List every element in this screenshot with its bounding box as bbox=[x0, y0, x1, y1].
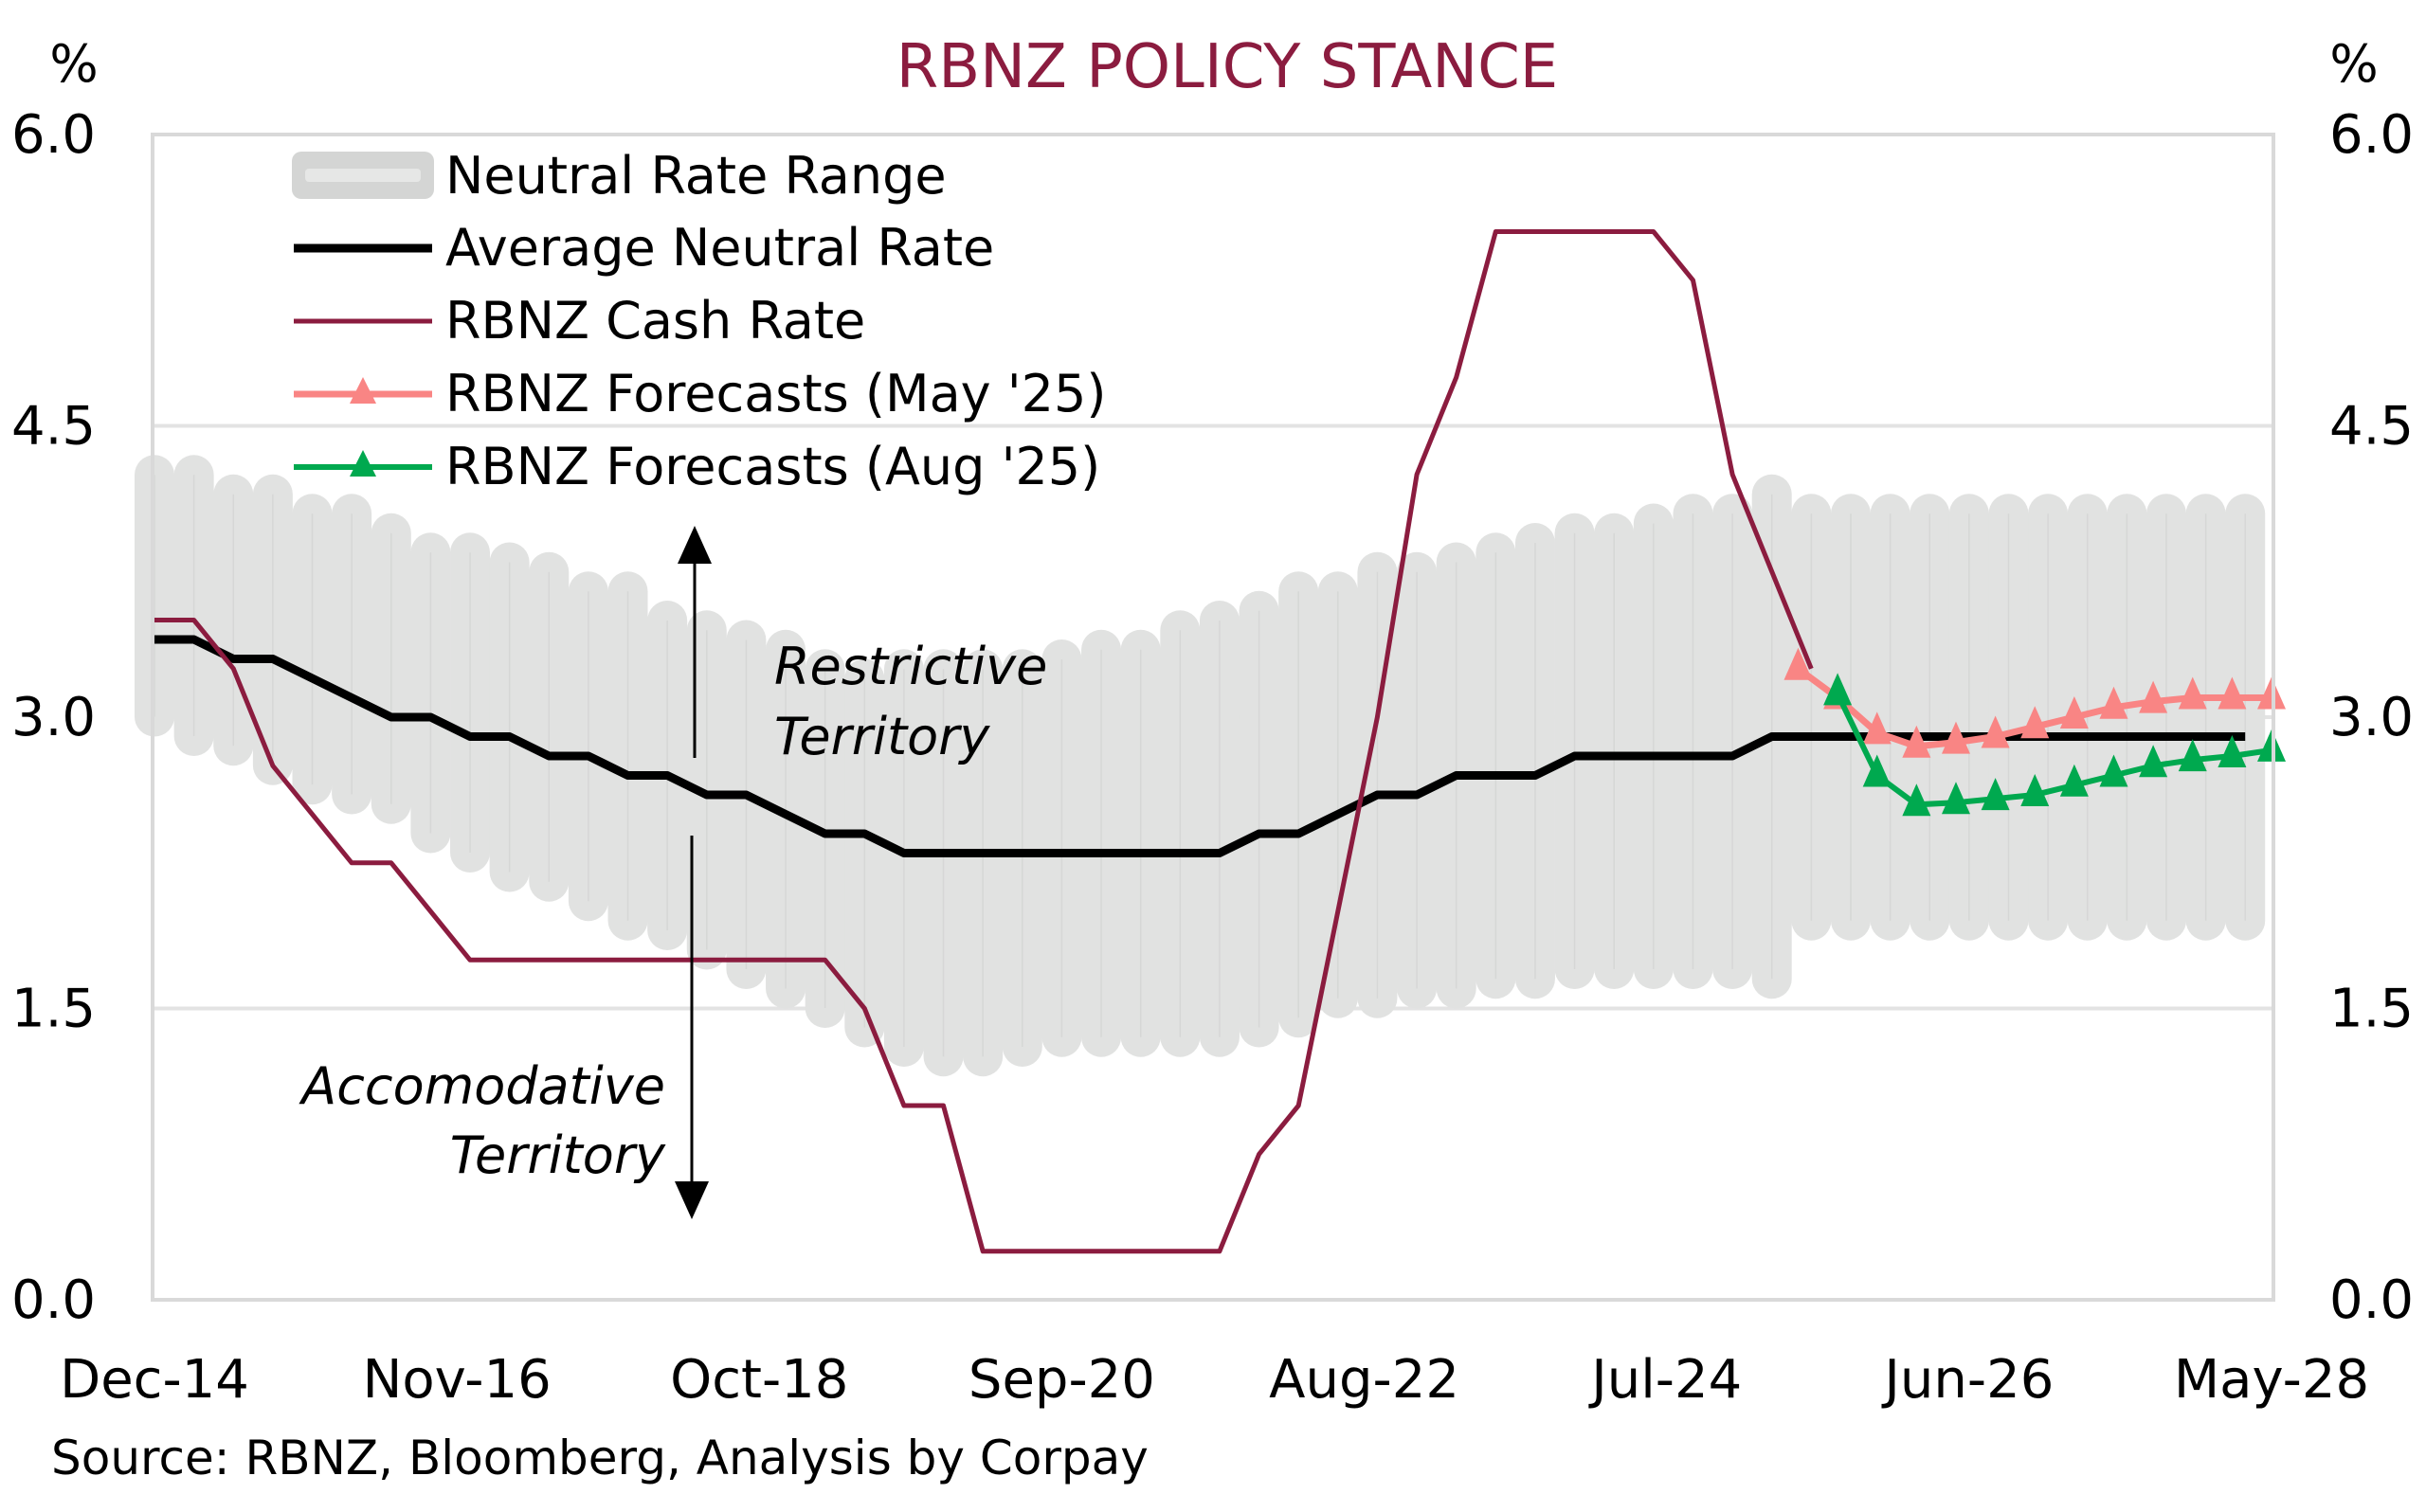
legend-label: Neutral Rate Range bbox=[445, 146, 947, 206]
may-forecast-marker bbox=[2059, 696, 2089, 729]
may-forecast-marker bbox=[2139, 680, 2168, 713]
legend-label: RBNZ Forecasts (Aug '25) bbox=[445, 437, 1100, 496]
legend-item-may-forecast: RBNZ Forecasts (May '25) bbox=[294, 364, 1106, 423]
aug-forecast-marker bbox=[2020, 774, 2050, 806]
y-axis-unit-left: % bbox=[49, 34, 98, 94]
may-forecast-marker bbox=[1981, 715, 2010, 748]
accommodative-label-line2: Territory bbox=[450, 1125, 666, 1185]
y-tick-label-right: 6.0 bbox=[2329, 104, 2414, 166]
legend-label: RBNZ Forecasts (May '25) bbox=[445, 364, 1106, 423]
x-tick-label: Sep-20 bbox=[969, 1349, 1155, 1411]
x-tick-label: Jul-24 bbox=[1588, 1349, 1742, 1411]
legend-item-aug-forecast: RBNZ Forecasts (Aug '25) bbox=[294, 437, 1100, 496]
aug-forecast-marker bbox=[1823, 673, 1853, 706]
chart-title: RBNZ POLICY STANCE bbox=[896, 32, 1558, 102]
may-forecast-marker bbox=[2099, 686, 2128, 719]
legend: Neutral Rate Range Average Neutral Rate … bbox=[292, 146, 1106, 496]
restrictive-label-line1: Restrictive bbox=[774, 637, 1047, 696]
aug-forecast-marker bbox=[1862, 754, 1892, 787]
aug-forecast-marker bbox=[2099, 754, 2128, 787]
y-tick-label-right: 0.0 bbox=[2329, 1269, 2414, 1331]
legend-triangle-marker bbox=[350, 450, 376, 477]
y-tick-label-left: 4.5 bbox=[11, 396, 96, 458]
aug-forecast-marker bbox=[2178, 739, 2207, 772]
aug-forecast-marker bbox=[1902, 783, 1931, 817]
series-lines bbox=[154, 229, 2286, 1254]
x-tick-label: May-28 bbox=[2174, 1349, 2369, 1411]
accommodative-arrow bbox=[675, 836, 709, 1219]
plot-frame bbox=[151, 133, 2275, 1302]
aug-forecast-marker bbox=[1941, 782, 1970, 815]
may-forecast-marker bbox=[1902, 725, 1931, 758]
x-tick-label: Oct-18 bbox=[670, 1349, 848, 1411]
neutral-range-bars bbox=[135, 455, 2266, 1077]
cash-rate-line bbox=[154, 229, 1814, 1254]
y-tick-label-left: 6.0 bbox=[11, 104, 96, 166]
y-tick-label-left: 1.5 bbox=[11, 979, 96, 1040]
y-tick-labels: 0.0 0.0 1.5 1.5 3.0 3.0 4.5 4.5 6.0 6.0 bbox=[11, 104, 2414, 1331]
restrictive-label-line2: Territory bbox=[774, 707, 990, 766]
may-forecast-marker bbox=[2218, 676, 2247, 710]
y-axis-unit-right: % bbox=[2329, 34, 2378, 94]
x-tick-label: Jun-26 bbox=[1881, 1349, 2054, 1411]
accommodative-label-line1: Accomodative bbox=[299, 1056, 665, 1116]
legend-triangle-marker bbox=[350, 377, 376, 404]
y-tick-label-left: 3.0 bbox=[11, 687, 96, 748]
may-forecast-marker bbox=[1941, 721, 1970, 754]
y-tick-label-left: 0.0 bbox=[11, 1269, 96, 1331]
legend-label: RBNZ Cash Rate bbox=[445, 291, 865, 351]
aug-forecast-marker bbox=[2218, 735, 2247, 767]
may-forecast-marker bbox=[2178, 676, 2207, 710]
restrictive-arrow bbox=[678, 526, 712, 758]
may-forecast-marker bbox=[1862, 711, 1892, 745]
legend-item-neutral-range: Neutral Rate Range bbox=[292, 146, 947, 206]
y-tick-label-right: 4.5 bbox=[2329, 396, 2414, 458]
y-tick-label-right: 3.0 bbox=[2329, 687, 2414, 748]
x-tick-labels: Dec-14 Nov-16 Oct-18 Sep-20 Aug-22 Jul-24 Jun-… bbox=[60, 1349, 2369, 1411]
may-forecast-marker bbox=[1783, 647, 1813, 680]
x-tick-label: Nov-16 bbox=[363, 1349, 552, 1411]
aug-forecast-marker bbox=[2059, 764, 2089, 797]
legend-label: Average Neutral Rate bbox=[445, 218, 994, 278]
x-tick-label: Dec-14 bbox=[60, 1349, 249, 1411]
legend-item-average-neutral: Average Neutral Rate bbox=[294, 218, 994, 278]
aug-forecast-marker bbox=[2139, 745, 2168, 778]
source-note: Source: RBNZ, Bloomberg, Analysis by Cor… bbox=[51, 1431, 1149, 1485]
x-tick-label: Aug-22 bbox=[1269, 1349, 1459, 1411]
may-forecast-marker bbox=[2020, 706, 2050, 739]
y-tick-label-right: 1.5 bbox=[2329, 979, 2414, 1040]
aug-forecast-marker bbox=[1981, 778, 2010, 811]
legend-item-cash-rate: RBNZ Cash Rate bbox=[294, 291, 865, 351]
